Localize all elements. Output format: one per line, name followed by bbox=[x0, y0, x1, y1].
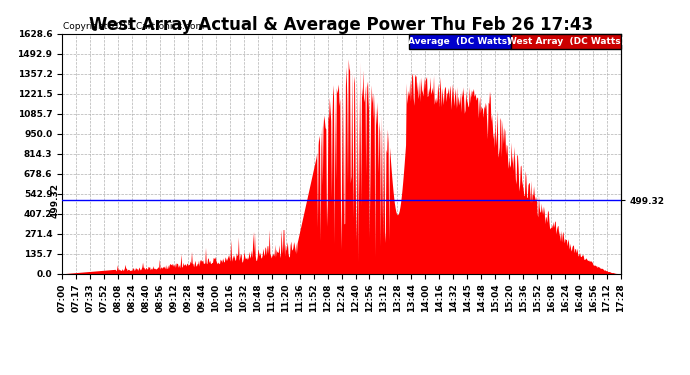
Title: West Array Actual & Average Power Thu Feb 26 17:43: West Array Actual & Average Power Thu Fe… bbox=[90, 16, 593, 34]
Text: Copyright 2015 Cartronics.com: Copyright 2015 Cartronics.com bbox=[63, 22, 204, 32]
Text: 499.32: 499.32 bbox=[50, 183, 59, 218]
